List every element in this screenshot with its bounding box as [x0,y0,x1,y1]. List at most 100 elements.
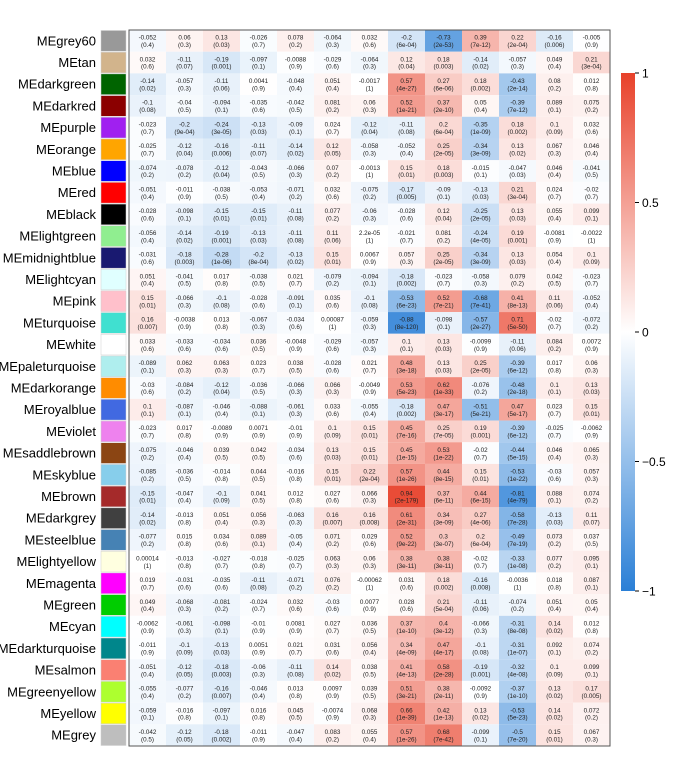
cell-pvalue: (0.6) [289,454,302,461]
cell-correlation: 0.45 [400,447,413,454]
cell-pvalue: (0.08) [472,650,488,657]
cell-correlation: 0.13 [585,382,598,389]
heatmap-cell [462,529,499,551]
cell-correlation: -0.24 [473,230,488,237]
module-swatch [100,659,127,681]
cell-correlation: 0.06 [585,360,598,367]
cell-correlation: -0.028 [250,295,268,302]
cell-pvalue: (0.9) [252,736,265,743]
cell-pvalue: (0.04) [213,389,229,396]
cell-correlation: 0.38 [437,555,450,562]
heatmap-cell [425,95,462,117]
heatmap-cell [425,724,462,746]
cell-correlation: -0.029 [324,56,342,63]
cell-pvalue: (7e-12) [470,42,490,49]
cell-correlation: -0.1 [216,295,227,302]
cell-pvalue: (0.6) [326,302,339,309]
cell-correlation: -0.11 [474,599,488,606]
cell-correlation: 0.57 [400,78,413,85]
heatmap-cell [573,73,610,96]
cell-pvalue: (0.002) [434,584,454,591]
cell-correlation: 0.095 [584,555,600,562]
cell-pvalue: (4e-09) [396,650,416,657]
cell-pvalue: (1e-33) [433,389,453,396]
cell-correlation: -0.027 [213,555,231,562]
cell-correlation: -0.038 [250,273,268,280]
heatmap-cell [129,51,166,74]
cell-pvalue: (0.7) [437,281,450,288]
cell-pvalue: (1) [329,324,337,331]
heatmap-cell [536,420,573,443]
heatmap-cell [351,30,388,52]
heatmap-cell [499,95,536,117]
cell-correlation: 0.029 [362,534,378,541]
heatmap-cell [166,225,203,247]
heatmap-cell [536,377,573,399]
cell-correlation: 0.14 [326,664,339,671]
cell-correlation: 0.0067 [360,252,380,259]
heatmap-cell [462,138,499,161]
cell-correlation: -0.49 [510,534,525,541]
cell-pvalue: (5e-17) [507,411,527,418]
cell-correlation: -0.28 [214,252,229,259]
heatmap-cell [499,290,536,313]
cell-pvalue: (0.8) [548,368,561,375]
cell-correlation: -0.0013 [359,165,381,172]
cell-pvalue: (0.2) [363,194,376,201]
cell-pvalue: (7e-05) [433,433,453,440]
cell-correlation: 0.15 [585,403,598,410]
cell-pvalue: (0.7) [548,324,561,331]
heatmap-cell [388,637,425,660]
heatmap-cell [388,594,425,616]
cell-pvalue: (0.2) [437,237,450,244]
heatmap-cell [536,398,573,421]
cell-correlation: -0.099 [472,729,490,736]
cell-correlation: 0.1 [328,425,337,432]
heatmap-cell [536,138,573,161]
cell-correlation: -0.19 [214,56,229,63]
heatmap-cell [573,507,610,530]
heatmap-cell [203,615,240,638]
cell-pvalue: (3e-18) [396,368,416,375]
heatmap-cell [573,355,610,378]
heatmap-cell [314,507,351,530]
cell-correlation: -0.39 [510,360,525,367]
cell-correlation: 0.051 [325,78,341,85]
cell-correlation: 0.52 [400,534,413,541]
heatmap-cell [536,116,573,139]
heatmap-cell [499,138,536,161]
heatmap-cell [314,225,351,247]
cell-correlation: -0.06 [362,208,377,215]
cell-pvalue: (0.03) [435,346,451,353]
cell-correlation: 0.61 [400,512,413,519]
cell-correlation: 0.066 [362,490,378,497]
heatmap-cell [499,312,536,334]
cell-pvalue: (4e-17) [433,650,453,657]
heatmap-cell [240,95,277,117]
cell-pvalue: (0.01) [546,736,562,743]
heatmap-cell [277,594,314,616]
cell-pvalue: (0.002) [212,736,232,743]
heatmap-cell [499,637,536,660]
cell-correlation: 0.15 [474,469,487,476]
heatmap-cell [499,30,536,52]
cell-correlation: -0.13 [473,187,488,194]
cell-correlation: -0.097 [250,56,268,63]
heatmap-cell [462,95,499,117]
cell-correlation: -0.14 [177,230,192,237]
cell-pvalue: (1e-26) [396,476,416,483]
cell-correlation: 0.00087 [321,317,344,324]
cell-pvalue: (0.9) [585,42,598,49]
cell-pvalue: (0.02) [324,671,340,678]
cell-correlation: 0.017 [177,425,193,432]
heatmap-cell [536,507,573,530]
module-swatch [100,30,127,52]
cell-correlation: 0.2 [439,121,448,128]
cell-correlation: -0.5 [512,729,523,736]
cell-pvalue: (0.9) [548,237,561,244]
cell-correlation: 0.077 [325,208,341,215]
cell-correlation: 0.084 [547,338,563,345]
cell-correlation: -0.06 [251,664,266,671]
cell-correlation: 0.046 [547,165,563,172]
cell-pvalue: (0.01) [361,454,377,461]
